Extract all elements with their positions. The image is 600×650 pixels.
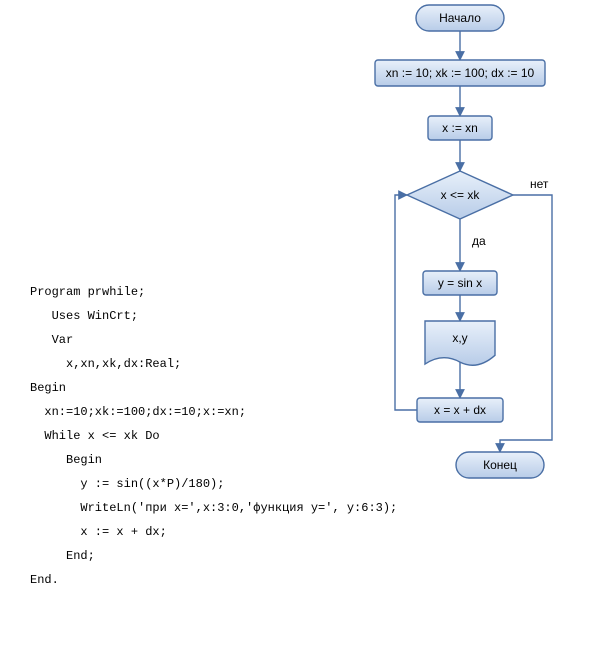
node-end-label: Конец (483, 458, 517, 472)
edge-cond-end (500, 195, 552, 452)
node-start-label: Начало (439, 11, 481, 25)
node-cond-label: x <= xk (441, 188, 481, 202)
edge-label-yes: да (472, 234, 486, 248)
edge-step-cond (395, 195, 417, 410)
node-output-label: x,y (452, 331, 467, 345)
node-init-label: xn := 10; xk := 100; dx := 10 (386, 66, 535, 80)
flowchart-svg: Начало xn := 10; xk := 100; dx := 10 x := … (0, 0, 600, 650)
node-calc-label: y = sin x (438, 276, 482, 290)
node-assign-label: x := xn (442, 121, 478, 135)
edge-label-no: нет (530, 177, 549, 191)
node-step-label: x = x + dx (434, 403, 486, 417)
